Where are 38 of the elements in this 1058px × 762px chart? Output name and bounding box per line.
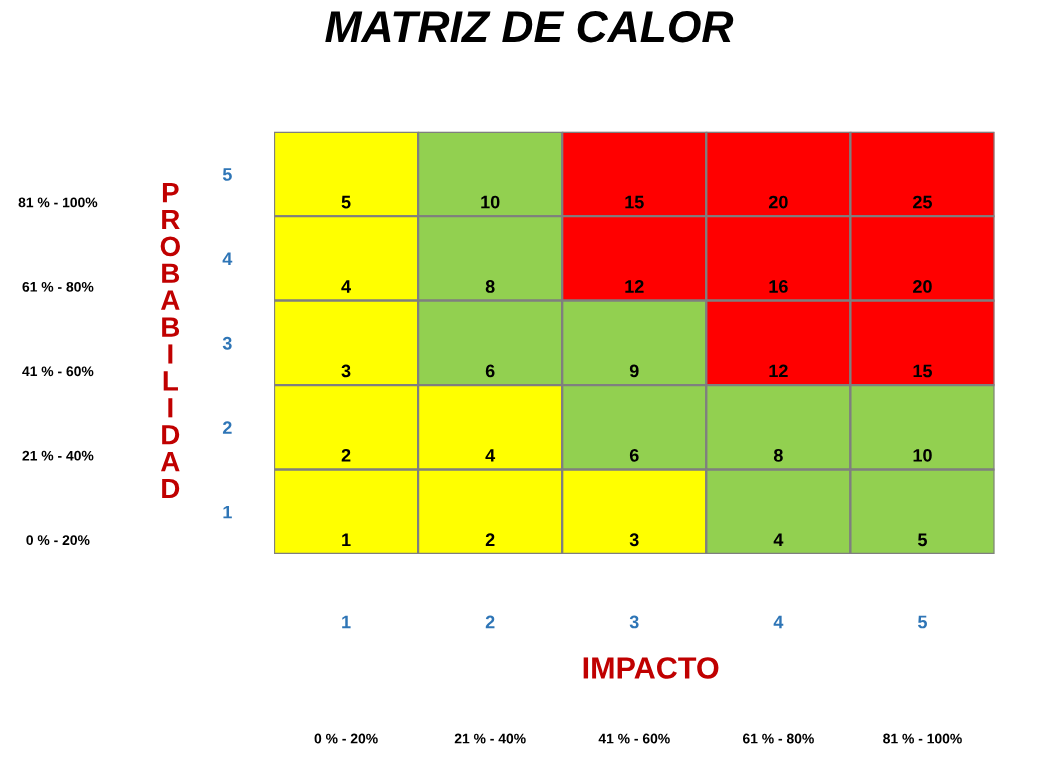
data-label: 15 bbox=[625, 195, 644, 209]
data-label: 6 bbox=[485, 364, 495, 378]
data-label: 10 bbox=[913, 448, 932, 462]
data-label: 20 bbox=[768, 195, 788, 209]
data-label: 15 bbox=[913, 364, 933, 378]
text: PROBABILIDAD bbox=[160, 183, 180, 499]
data-label: 12 bbox=[769, 364, 788, 378]
data-label: 3 bbox=[341, 364, 351, 378]
data-label: 12 bbox=[625, 280, 644, 293]
data-label: 25 bbox=[913, 195, 933, 209]
data-label: 2 bbox=[485, 533, 495, 546]
y-tick-label: 2 bbox=[222, 421, 232, 434]
y-tick-label: 5 bbox=[222, 168, 232, 181]
data-label: 2 bbox=[341, 448, 351, 462]
data-label: 3 bbox=[629, 533, 639, 547]
data-label: 20 bbox=[913, 280, 932, 293]
data-label: 16 bbox=[769, 280, 788, 293]
data-label: 8 bbox=[485, 280, 495, 293]
chart-title: MATRIZ DE CALOR bbox=[325, 10, 734, 43]
x-tick-label: 2 bbox=[485, 615, 495, 629]
data-label: 10 bbox=[481, 195, 500, 209]
y-tick-label: 1 bbox=[223, 505, 232, 519]
data-label: 6 bbox=[629, 448, 639, 462]
x-tick-label: 3 bbox=[629, 615, 639, 629]
x-axis-title: IMPACTO bbox=[583, 657, 719, 679]
data-label: 8 bbox=[773, 448, 783, 462]
data-label: 4 bbox=[341, 280, 351, 293]
data-label: 4 bbox=[773, 533, 784, 546]
data-label: 4 bbox=[485, 449, 496, 462]
data-label: 9 bbox=[629, 364, 639, 378]
data-label: 5 bbox=[341, 195, 351, 209]
y-tick-label: 4 bbox=[222, 252, 233, 266]
x-tick-label: 4 bbox=[773, 615, 784, 629]
x-tick-label: 5 bbox=[918, 615, 927, 629]
y-tick-label: 3 bbox=[222, 336, 232, 350]
data-label: 5 bbox=[918, 533, 927, 547]
data-label: 1 bbox=[342, 533, 351, 546]
x-tick-label: 1 bbox=[342, 615, 351, 629]
